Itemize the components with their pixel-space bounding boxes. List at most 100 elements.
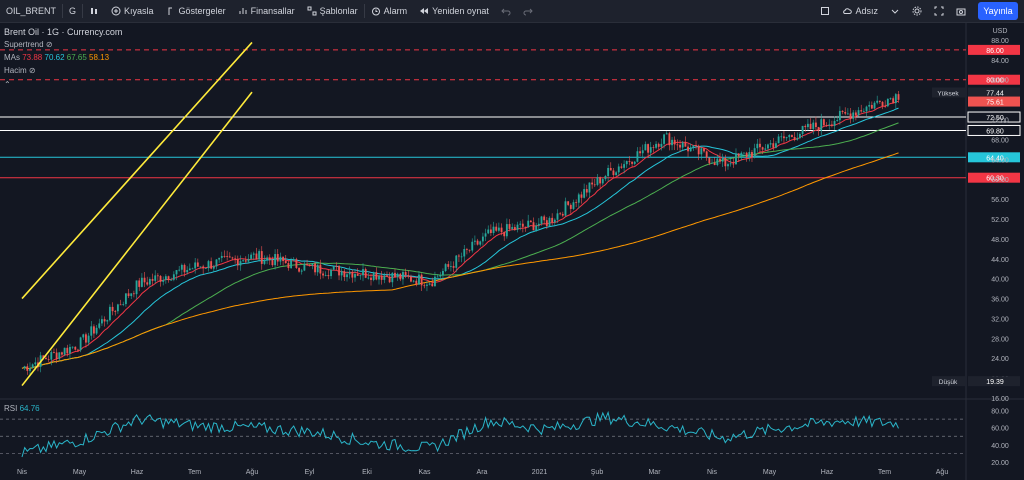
rsi-legend[interactable]: RSI 64.76	[4, 404, 40, 413]
volume-legend[interactable]: Hacim ⊘	[4, 66, 36, 75]
candle-body	[492, 226, 495, 234]
candle-body	[524, 226, 527, 228]
candle-body	[628, 161, 631, 162]
candle-body	[220, 255, 223, 258]
candle-body	[45, 357, 47, 360]
candle-body	[290, 259, 293, 269]
replay-button[interactable]: Yeniden oynat	[413, 0, 495, 22]
layout-select-button[interactable]	[814, 0, 836, 22]
compare-button[interactable]: Kıyasla	[105, 0, 160, 22]
candle-body	[388, 276, 391, 283]
alert-button[interactable]: Alarm	[365, 0, 414, 22]
candle-body	[713, 162, 716, 166]
candle-body	[751, 152, 753, 157]
candle-body	[783, 136, 785, 139]
settings-button[interactable]	[906, 0, 928, 22]
candle-body	[314, 263, 316, 273]
fx-icon	[168, 7, 172, 15]
candle-body	[543, 216, 546, 221]
chevron-down-icon	[891, 9, 899, 14]
indicators-button[interactable]: Göstergeler	[160, 0, 232, 22]
financials-button[interactable]: Finansallar	[232, 0, 301, 22]
x-tick-label: Nis	[707, 469, 718, 476]
x-tick-label: Ağu	[246, 469, 259, 476]
candle-body	[641, 150, 644, 154]
y-tick-label: 72.00	[991, 118, 1009, 125]
candle-body	[146, 282, 149, 285]
candle-body	[375, 272, 378, 280]
candle-body	[423, 285, 426, 287]
ma4-value: 58.13	[89, 53, 110, 62]
candle-body	[881, 101, 884, 107]
chart-type-button[interactable]	[83, 0, 105, 22]
x-tick-label: Tem	[188, 469, 201, 476]
ma1-value: 73.88	[22, 53, 43, 62]
candle-body	[785, 137, 788, 139]
ma-legend[interactable]: MAs 73.88 70.62 67.65 58.13	[4, 53, 109, 62]
candle-body	[804, 125, 807, 128]
candle-body	[687, 146, 689, 152]
candle-body	[676, 144, 679, 146]
candle-body	[809, 123, 812, 129]
candle-body	[468, 249, 471, 251]
templates-button[interactable]: Şablonlar	[301, 0, 364, 22]
candle-body	[873, 102, 876, 109]
y-tick-label: 28.00	[991, 336, 1009, 343]
undo-button[interactable]	[495, 0, 517, 22]
candle-body	[841, 110, 844, 113]
supertrend-legend[interactable]: Supertrend ⊘	[4, 40, 53, 49]
candle-body	[95, 327, 98, 334]
candle-body	[306, 263, 308, 265]
collapse-legend-button[interactable]: ⌃	[4, 80, 11, 89]
level-price-tag	[968, 172, 1020, 183]
alarm-clock-icon	[371, 7, 380, 16]
candle-body	[143, 277, 146, 283]
candle-body	[348, 271, 351, 275]
candle-body	[191, 268, 194, 270]
y-tick-label: 88.00	[991, 38, 1009, 45]
candle-body	[108, 306, 111, 321]
candle-body	[862, 111, 865, 113]
candle-body	[311, 263, 314, 266]
candle-body	[330, 269, 332, 277]
candle-body	[527, 220, 530, 227]
price-chart[interactable]: 86.00 80.00 72.50 69.80 64.40 60.30 USD 16.00 2…	[0, 22, 1024, 480]
publish-button[interactable]: Yayınla	[978, 2, 1018, 20]
camera-icon	[956, 8, 966, 16]
interval-button[interactable]: G	[69, 6, 77, 16]
bar-chart-icon	[239, 8, 247, 14]
trend-channel-line[interactable]	[21, 41, 253, 300]
more-menu-button[interactable]	[884, 0, 906, 22]
candle-body	[29, 368, 31, 371]
candle-body	[378, 275, 380, 280]
rsi-value: 64.76	[19, 404, 40, 413]
supertrend-label: Supertrend	[4, 40, 44, 49]
candle-body	[503, 232, 506, 237]
candle-body	[452, 266, 455, 268]
candle-body	[420, 274, 423, 286]
candle-body	[801, 125, 804, 134]
snapshot-button[interactable]	[950, 0, 972, 22]
candle-body	[489, 229, 492, 234]
candle-body	[473, 240, 476, 242]
rsi-label: RSI	[4, 404, 18, 413]
redo-button[interactable]	[517, 0, 539, 22]
candle-body	[231, 257, 234, 259]
candle-body	[114, 311, 117, 312]
candle-body	[516, 224, 519, 230]
candle-body	[825, 125, 828, 127]
candle-body	[103, 319, 106, 322]
layout-name-button[interactable]: Adsız	[836, 0, 884, 22]
candle-body	[63, 347, 66, 355]
candle-body	[577, 194, 580, 203]
candle-body	[170, 279, 173, 281]
y-tick-label: 48.00	[991, 237, 1009, 244]
x-tick-label: Şub	[591, 469, 604, 476]
candle-body	[282, 256, 285, 261]
redo-icon	[523, 8, 533, 16]
fullscreen-button[interactable]	[928, 0, 950, 22]
candle-body	[660, 143, 663, 147]
trend-channel-line[interactable]	[21, 91, 253, 387]
symbol-search-button[interactable]: OIL_BRENT	[6, 6, 57, 16]
candle-body	[407, 275, 410, 277]
